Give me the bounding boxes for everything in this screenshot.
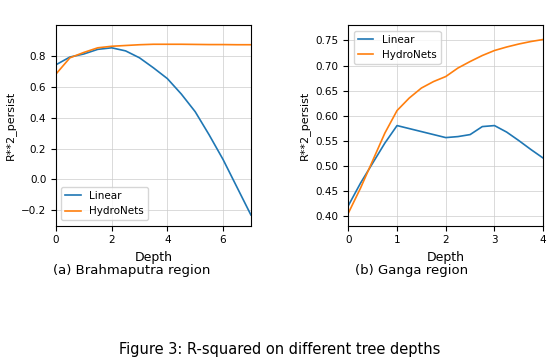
HydroNets xyxy=(192,42,199,47)
Linear xyxy=(234,185,240,189)
Linear xyxy=(136,56,143,60)
Linear xyxy=(122,49,129,53)
HydroNets xyxy=(220,42,226,47)
HydroNets xyxy=(430,79,437,84)
HydroNets xyxy=(248,43,254,47)
HydroNets xyxy=(491,48,498,53)
HydroNets xyxy=(503,45,510,49)
Linear xyxy=(150,66,157,70)
HydroNets xyxy=(418,86,424,90)
HydroNets xyxy=(381,131,388,135)
Linear xyxy=(540,156,547,160)
Linear xyxy=(164,76,171,81)
HydroNets xyxy=(81,50,87,55)
X-axis label: Depth: Depth xyxy=(427,251,465,264)
Linear xyxy=(370,161,376,165)
HydroNets xyxy=(442,74,449,79)
Linear xyxy=(95,47,101,52)
Linear xyxy=(466,132,473,137)
HydroNets xyxy=(394,108,400,113)
Text: (b) Ganga region: (b) Ganga region xyxy=(355,264,468,277)
Linear xyxy=(528,147,534,152)
HydroNets xyxy=(206,42,212,47)
Linear xyxy=(108,46,115,50)
Legend: Linear, HydroNets: Linear, HydroNets xyxy=(353,31,441,64)
Linear xyxy=(345,203,352,208)
HydroNets xyxy=(53,72,59,76)
HydroNets xyxy=(95,46,101,50)
Linear xyxy=(479,124,486,129)
Linear xyxy=(357,181,364,185)
Text: (a) Brahmaputra region: (a) Brahmaputra region xyxy=(53,264,211,277)
HydroNets xyxy=(67,56,73,60)
HydroNets xyxy=(479,53,486,58)
HydroNets xyxy=(455,66,461,70)
Linear xyxy=(455,134,461,139)
Line: Linear: Linear xyxy=(56,48,251,215)
HydroNets xyxy=(406,96,413,100)
Linear xyxy=(206,132,212,137)
Line: Linear: Linear xyxy=(348,126,543,206)
Linear xyxy=(442,135,449,140)
HydroNets xyxy=(122,43,129,48)
Linear xyxy=(503,130,510,134)
Linear xyxy=(418,129,424,134)
Linear xyxy=(178,92,185,96)
HydroNets xyxy=(370,158,376,163)
HydroNets xyxy=(150,42,157,47)
Line: HydroNets: HydroNets xyxy=(56,44,251,74)
Text: Figure 3: R-squared on different tree depths: Figure 3: R-squared on different tree de… xyxy=(119,342,441,357)
HydroNets xyxy=(178,42,185,47)
Line: HydroNets: HydroNets xyxy=(348,39,543,213)
HydroNets xyxy=(164,42,171,47)
HydroNets xyxy=(528,39,534,44)
Linear xyxy=(220,157,226,162)
Linear xyxy=(406,126,413,131)
Y-axis label: R**2_persist: R**2_persist xyxy=(4,91,16,160)
HydroNets xyxy=(234,43,240,47)
Linear xyxy=(381,141,388,145)
HydroNets xyxy=(357,186,364,190)
Linear xyxy=(394,123,400,128)
HydroNets xyxy=(136,43,143,47)
Linear xyxy=(248,213,254,217)
X-axis label: Depth: Depth xyxy=(134,251,172,264)
HydroNets xyxy=(345,211,352,215)
HydroNets xyxy=(108,44,115,48)
HydroNets xyxy=(540,37,547,41)
Y-axis label: R**2_persist: R**2_persist xyxy=(299,91,310,160)
Linear xyxy=(67,55,73,59)
Linear xyxy=(430,132,437,137)
Linear xyxy=(491,123,498,128)
Linear xyxy=(192,110,199,114)
Linear xyxy=(53,63,59,67)
Legend: Linear, HydroNets: Linear, HydroNets xyxy=(61,187,148,221)
HydroNets xyxy=(466,59,473,64)
Linear xyxy=(81,52,87,56)
Linear xyxy=(515,138,522,143)
HydroNets xyxy=(515,42,522,46)
